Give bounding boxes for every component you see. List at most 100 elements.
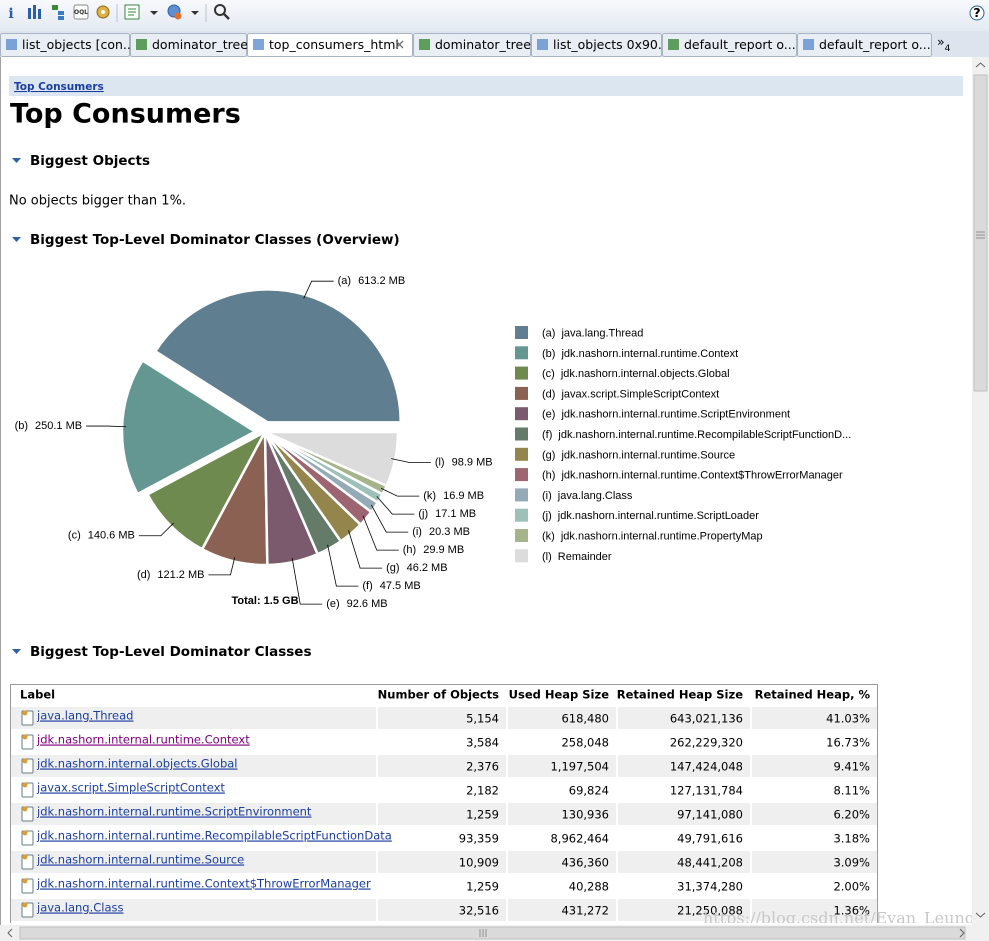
table-cell bbox=[752, 899, 877, 921]
table-value: 262,229,320 bbox=[670, 736, 743, 750]
table-cell bbox=[752, 731, 877, 753]
content: Top Consumers Top Consumers Biggest Obje… bbox=[9, 76, 975, 928]
tab[interactable] bbox=[662, 33, 797, 57]
watermark: https://blog.csdn.net/Evan_Leung bbox=[703, 909, 975, 928]
class-link[interactable]: java.lang.Class bbox=[36, 901, 124, 915]
tab-close[interactable] bbox=[395, 40, 404, 49]
table-cell bbox=[378, 851, 506, 873]
slice-letter: (c) bbox=[68, 530, 81, 542]
tab[interactable] bbox=[797, 33, 932, 57]
class-link[interactable]: jdk.nashorn.internal.runtime.Source bbox=[36, 853, 244, 867]
histogram-icon[interactable] bbox=[28, 8, 31, 19]
legend-name: jdk.nashorn.internal.runtime.ScriptLoade… bbox=[557, 510, 760, 522]
table-value: 2,376 bbox=[466, 760, 499, 774]
legend-entry: (k) jdk.nashorn.internal.runtime.Property… bbox=[542, 530, 763, 542]
class-link[interactable]: jdk.nashorn.internal.runtime.Recompilabl… bbox=[36, 829, 392, 843]
page-title: Top Consumers bbox=[10, 99, 241, 130]
table-cell bbox=[508, 755, 616, 777]
leader-line bbox=[348, 530, 383, 569]
table-value: 41.03% bbox=[826, 712, 870, 726]
slice-value: 98.9 MB bbox=[452, 456, 493, 468]
table-cell bbox=[378, 899, 506, 921]
help-icon[interactable] bbox=[969, 5, 985, 21]
dominator-icon[interactable] bbox=[52, 5, 58, 10]
thumb-grip-h bbox=[479, 929, 487, 937]
class-link[interactable]: jdk.nashorn.internal.runtime.Context$Thr… bbox=[36, 877, 371, 891]
legend-entry: (g) jdk.nashorn.internal.runtime.Source bbox=[542, 449, 735, 461]
column-header: Retained Heap, % bbox=[755, 688, 871, 702]
dropdown-arrow[interactable] bbox=[150, 11, 158, 15]
slice-letter: (d) bbox=[137, 569, 150, 581]
column-header: Number of Objects bbox=[378, 688, 499, 702]
tabs: list_objects [con... dominator_tree top_co… bbox=[0, 33, 951, 57]
class-icon-badge bbox=[22, 734, 28, 740]
slice-letter: (k) bbox=[423, 490, 436, 502]
table-cell bbox=[752, 755, 877, 777]
table-value: 1,259 bbox=[466, 808, 499, 822]
table-value: 3,584 bbox=[466, 736, 499, 750]
section-toggle[interactable] bbox=[12, 158, 21, 163]
pie-slice bbox=[153, 288, 403, 424]
table-cell bbox=[752, 779, 877, 801]
slice-letter: (f) bbox=[362, 580, 372, 592]
class-link[interactable]: javax.script.SimpleScriptContext bbox=[36, 781, 225, 795]
dropdown-arrow[interactable] bbox=[191, 11, 199, 15]
class-icon-badge bbox=[22, 758, 28, 764]
table-cell bbox=[378, 827, 506, 849]
section-toggle[interactable] bbox=[12, 237, 21, 242]
tab[interactable] bbox=[130, 33, 247, 57]
tab-overflow[interactable]: »4 bbox=[937, 34, 951, 54]
table-cell bbox=[508, 899, 616, 921]
slice-value: 47.5 MB bbox=[380, 580, 421, 592]
table-cell bbox=[378, 803, 506, 825]
thumb-grip bbox=[976, 231, 985, 239]
table-value: 5,154 bbox=[466, 712, 499, 726]
table-cell bbox=[378, 731, 506, 753]
class-icon-badge bbox=[22, 710, 28, 716]
legend-entry: (l) Remainder bbox=[542, 551, 612, 563]
table-value: 93,359 bbox=[459, 832, 499, 846]
table-value: 48,441,208 bbox=[677, 856, 743, 870]
scroll-thumb-h[interactable] bbox=[19, 926, 966, 940]
leader-line bbox=[380, 487, 420, 497]
scroll-left[interactable] bbox=[7, 928, 13, 938]
search-icon[interactable] bbox=[214, 4, 226, 16]
table-value: 69,824 bbox=[569, 784, 609, 798]
table-cell bbox=[618, 731, 750, 753]
class-link[interactable]: jdk.nashorn.internal.runtime.Context bbox=[36, 733, 250, 747]
table-value: 2.00% bbox=[833, 880, 870, 894]
tab-icon bbox=[668, 39, 679, 50]
section-toggle[interactable] bbox=[12, 649, 21, 654]
slice-letter: (j) bbox=[418, 508, 428, 520]
info-icon[interactable]: i bbox=[8, 6, 13, 22]
tab[interactable] bbox=[531, 33, 662, 57]
tab[interactable] bbox=[247, 33, 413, 57]
scroll-down[interactable] bbox=[975, 912, 986, 918]
tab[interactable] bbox=[413, 33, 531, 57]
scroll-up[interactable] bbox=[975, 62, 986, 68]
scroll-right[interactable] bbox=[959, 928, 965, 938]
table-cell bbox=[752, 875, 877, 897]
scroll-thumb[interactable] bbox=[973, 74, 988, 392]
tab[interactable] bbox=[0, 33, 130, 57]
class-link[interactable]: java.lang.Thread bbox=[36, 709, 133, 723]
legend-swatch bbox=[515, 427, 528, 441]
legend-swatch bbox=[515, 366, 528, 380]
table-value: 16.73% bbox=[826, 736, 870, 750]
leader-line bbox=[208, 557, 236, 576]
report-glyph bbox=[128, 8, 136, 16]
class-link[interactable]: jdk.nashorn.internal.objects.Global bbox=[36, 757, 237, 771]
breadcrumb-link[interactable]: Top Consumers bbox=[14, 81, 104, 93]
table-value: 1,259 bbox=[466, 880, 499, 894]
class-link[interactable]: jdk.nashorn.internal.runtime.ScriptEnvir… bbox=[36, 805, 312, 819]
tab-icon bbox=[803, 39, 814, 50]
table-value: 3.09% bbox=[833, 856, 870, 870]
table-cell bbox=[11, 755, 376, 777]
slice-label: (c) 140.6 MB bbox=[68, 530, 135, 542]
oql-icon[interactable] bbox=[73, 4, 89, 20]
legend-swatch bbox=[515, 549, 528, 563]
leader-line bbox=[327, 544, 359, 587]
leader-line bbox=[138, 522, 174, 537]
legend-name: jdk.nashorn.internal.runtime.ScriptEnvir… bbox=[560, 409, 790, 421]
slice-label: (l) 98.9 MB bbox=[435, 456, 493, 468]
